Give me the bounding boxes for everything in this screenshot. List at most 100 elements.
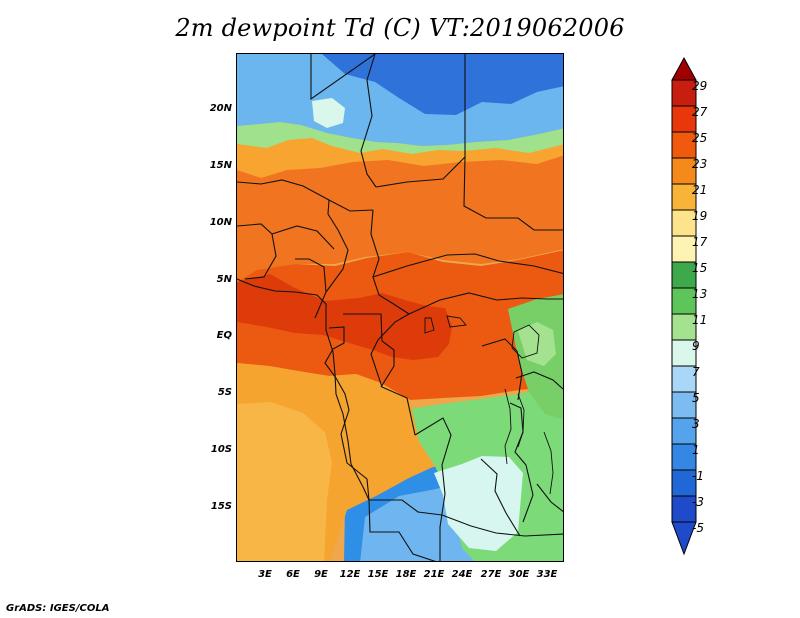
lat-tick-label: EQ: [216, 330, 232, 341]
country-border: [360, 54, 377, 188]
country-border: [368, 499, 436, 561]
lake-outlines: [424, 315, 554, 495]
lon-tick-label: 18E: [395, 569, 417, 580]
lon-tick-label: 12E: [339, 569, 361, 580]
northern-green-band: [237, 122, 563, 154]
lon-tick-label: 27E: [480, 569, 502, 580]
country-border: [375, 54, 466, 188]
legend-bottom-outline: [671, 521, 697, 556]
lake-outline: [511, 324, 540, 359]
southwest-ocean-tone: [237, 402, 332, 561]
lat-tick-label: 15N: [209, 160, 232, 171]
legend-color-swatch: [672, 80, 696, 106]
legend-label: 25: [692, 131, 708, 145]
legend-color-swatch: [672, 158, 696, 184]
country-border: [463, 156, 563, 231]
legend-label: 27: [692, 105, 708, 119]
map-frame: [236, 53, 564, 562]
country-border: [370, 313, 416, 436]
legend-color-swatch: [672, 184, 696, 210]
lon-tick-label: 33E: [536, 569, 558, 580]
northern-deep-blue-zone: [237, 54, 563, 115]
lake-outline: [517, 393, 525, 448]
legend-label: 15: [692, 261, 708, 275]
country-border: [237, 179, 374, 212]
legend-label: 7: [692, 365, 700, 379]
legend-color-swatch: [672, 340, 696, 366]
legend-outline-group: [671, 56, 697, 556]
legend-label: 11: [692, 313, 708, 327]
lat-tick-label: 5N: [216, 274, 232, 285]
lake-outline: [446, 315, 467, 328]
legend-label: 29: [692, 79, 708, 93]
lat-tick-label: 5S: [217, 387, 232, 398]
lon-tick-label: 30E: [508, 569, 530, 580]
legend-label: 5: [692, 391, 700, 405]
country-border: [408, 292, 563, 315]
legend-color-swatch: [672, 262, 696, 288]
lat-tick-label: 15S: [210, 501, 232, 512]
legend-color-swatch: [672, 106, 696, 132]
central-very-hot-zone: [237, 274, 452, 360]
color-legend: [671, 56, 697, 558]
west-warm-zone: [237, 149, 563, 282]
lake-outline: [504, 388, 512, 465]
country-border: [271, 225, 335, 250]
country-border: [237, 223, 277, 280]
country-border: [324, 326, 345, 379]
northern-cloud-patch: [312, 98, 345, 128]
country-border: [509, 402, 534, 523]
lon-tick-label: 15E: [367, 569, 389, 580]
lon-tick-label: 9E: [314, 569, 328, 580]
lat-tick-label: 10N: [209, 217, 232, 228]
legend-label: -5: [692, 521, 704, 535]
country-border: [536, 483, 563, 513]
lon-tick-label: 6E: [286, 569, 300, 580]
country-border: [515, 371, 563, 390]
grads-credit: GrADS: IGES/COLA: [6, 603, 110, 614]
country-border: [480, 458, 521, 537]
legend-label: 9: [692, 339, 700, 353]
lon-tick-label: 3E: [258, 569, 272, 580]
legend-color-swatch: [672, 288, 696, 314]
legend-color-swatch: [672, 496, 696, 522]
lake-outline: [543, 431, 554, 495]
legend-color-swatch: [672, 392, 696, 418]
legend-color-swatch: [672, 366, 696, 392]
lat-tick-label: 20N: [209, 103, 232, 114]
legend-color-swatch: [672, 444, 696, 470]
legend-color-swatch: [672, 470, 696, 496]
legend-color-swatch: [672, 236, 696, 262]
coastline-west: [237, 278, 370, 501]
legend-bottom-triangle: [672, 522, 696, 554]
legend-label: -1: [692, 469, 704, 483]
lake-outline: [424, 317, 435, 334]
map-plot: [237, 54, 563, 561]
country-border: [310, 54, 376, 101]
legend-color-swatch: [672, 210, 696, 236]
legend-top-triangle: [672, 58, 696, 80]
country-border: [343, 313, 395, 388]
legend-label: 23: [692, 157, 708, 171]
country-border: [439, 493, 446, 561]
northwest-sahel-zone: [237, 138, 563, 178]
color-scale-bar: [671, 56, 697, 556]
chart-title: 2m dewpoint Td (C) VT:2019062006: [175, 14, 625, 42]
country-border: [414, 417, 452, 495]
legend-label: 19: [692, 209, 708, 223]
country-borders: [237, 54, 563, 561]
legend-label: 13: [692, 287, 708, 301]
country-border: [295, 258, 327, 293]
legend-color-swatch: [672, 132, 696, 158]
country-border: [441, 514, 563, 537]
lon-tick-label: 21E: [423, 569, 445, 580]
lon-tick-label: 24E: [451, 569, 473, 580]
legend-color-swatch: [672, 314, 696, 340]
legend-color-swatch: [672, 418, 696, 444]
legend-label: -3: [692, 495, 704, 509]
country-border: [369, 499, 443, 516]
legend-label: 3: [692, 417, 700, 431]
legend-label: 1: [692, 443, 700, 457]
legend-label: 21: [692, 183, 708, 197]
south-pale-zone: [434, 456, 523, 551]
